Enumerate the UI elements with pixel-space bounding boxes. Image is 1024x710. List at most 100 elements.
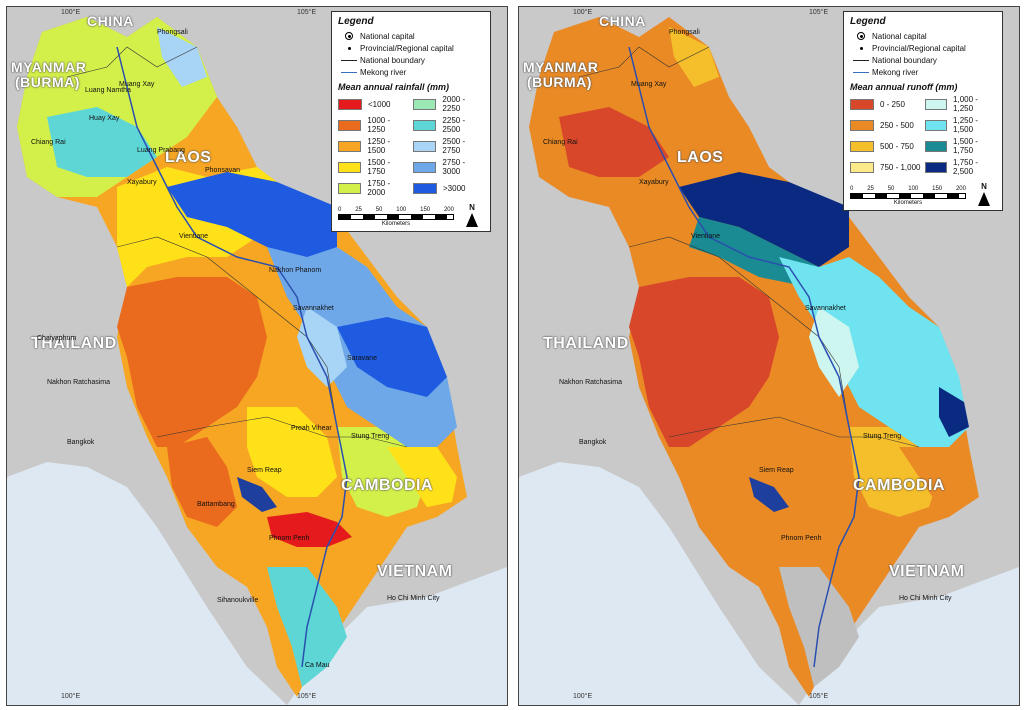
boundary-line-icon (853, 59, 869, 61)
legend-class-label: 750 - 1,000 (880, 162, 921, 172)
national-boundaries (578, 46, 920, 448)
legend-row-mekong-river: Mekong river (338, 66, 484, 78)
legend-class-label: 500 - 750 (880, 141, 914, 151)
country-label-cambodia: CAMBODIA (853, 477, 945, 494)
graticule-105e-top: 105°E (297, 9, 317, 16)
provincial-capital-icon (859, 46, 863, 50)
legend-swatch (413, 119, 437, 131)
legend-swatch (338, 182, 362, 194)
legend-class-label: <1000 (368, 99, 391, 109)
legend-row-national-boundary: National boundary (850, 54, 996, 66)
country-label-laos: LAOS (677, 149, 724, 166)
legend-class-item: 1,500 - 1,750 (925, 137, 996, 155)
place-label: Vientiane (691, 233, 721, 240)
place-label: Phongsali (669, 29, 700, 36)
rainfall-map-panel: CHINA MYANMAR (BURMA) LAOS THAILAND CAMB… (6, 6, 508, 706)
legend-class-label: 2500 - 2750 (442, 137, 466, 155)
scale-unit: Kilometers (381, 221, 411, 227)
provincial-capital-icon (347, 46, 351, 50)
legend-swatch (925, 140, 948, 152)
legend-swatch (338, 161, 362, 173)
legend-title: Legend (338, 16, 374, 27)
scale-tick-label: 150 (420, 207, 431, 213)
legend-swatch (925, 161, 948, 173)
legend-class-item: 250 - 500 (850, 116, 921, 134)
place-label: Phonsavan (205, 167, 241, 174)
north-arrow-icon: N (972, 182, 996, 206)
legend-swatch (413, 98, 437, 110)
place-label: Phongsali (157, 29, 188, 36)
legend-swatch (850, 98, 874, 110)
place-label: Bangkok (67, 439, 95, 446)
legend-class-item: >3000 (413, 179, 484, 197)
place-label: Preah Vihear (291, 425, 332, 432)
place-label: Sihanoukville (217, 597, 259, 604)
runoff-map-panel: CHINA MYANMAR (BURMA) LAOS THAILAND CAMB… (518, 6, 1020, 706)
scale-tick-label: 200 (443, 207, 454, 213)
scale-tick-label: 50 (375, 207, 383, 213)
country-label-myanmar: MYANMAR (523, 59, 599, 75)
place-label: Phnom Penh (781, 535, 822, 542)
place-label: Chiang Rai (31, 139, 66, 146)
place-label: Savannakhet (805, 305, 846, 312)
scale-tick-label: 200 (955, 186, 966, 192)
legend-class-title: Mean annual rainfall (mm) (338, 82, 450, 92)
legend-row-provincial-capital: Provincial/Regional capital (338, 42, 484, 54)
legend-class-item: 1,250 - 1,500 (925, 116, 996, 134)
scale-tick-label: 100 (396, 207, 407, 213)
legend-swatch (338, 98, 362, 110)
legend-swatch (850, 161, 874, 173)
sea-east (287, 567, 507, 705)
graticule-100e-bottom: 100°E (573, 693, 593, 700)
place-label: Nakhon Ratchasima (559, 379, 623, 386)
scale-ticks: 0 25 50 100 150 200 (850, 186, 966, 192)
legend-class-item: 1,750 - 2,500 (925, 158, 996, 176)
country-label-vietnam: VIETNAM (377, 563, 453, 580)
place-label: Xayabury (639, 179, 669, 186)
country-label-burma: (BURMA) (15, 74, 80, 90)
river-line-icon (341, 71, 357, 73)
sea-gulf (519, 462, 799, 705)
legend-swatch (413, 140, 437, 152)
graticule-105e-bottom: 105°E (297, 693, 317, 700)
legend-class-item: 2250 - 2500 (413, 116, 484, 134)
scale-tick-label: 25 (355, 207, 362, 213)
place-label: Vientiane (179, 233, 209, 240)
river-line-icon (853, 71, 869, 73)
legend-box: Legend National capital Provincial/Regio… (843, 11, 1003, 211)
graticule-105e-top: 105°E (809, 9, 829, 16)
graticule-100e-top: 100°E (61, 9, 81, 16)
legend-class-item: 1750 - 2000 (338, 179, 409, 197)
place-label: Battambang (197, 501, 235, 508)
legend-class-label: 2250 - 2500 (442, 116, 466, 134)
place-label: Siem Reap (759, 467, 794, 474)
legend-swatch (413, 182, 437, 194)
scale-tick-label: 0 (338, 207, 342, 213)
scale-tick-label: 150 (932, 186, 943, 192)
legend-class-label: 1,500 - 1,750 (953, 137, 978, 155)
legend-class-label: 2000 - 2250 (442, 95, 466, 113)
legend-class-title: Mean annual runoff (mm) (850, 82, 958, 92)
legend-row-national-capital: National capital (850, 30, 996, 42)
legend-class-item: 750 - 1,000 (850, 158, 921, 176)
scale-tick-label: 25 (867, 186, 874, 192)
legend-class-label: 1750 - 2000 (367, 179, 391, 197)
place-label: Stung Treng (863, 433, 902, 440)
legend-swatch (338, 140, 362, 152)
country-label-vietnam: VIETNAM (889, 563, 965, 580)
legend-class-label: 1250 - 1500 (367, 137, 391, 155)
country-label-china: CHINA (599, 13, 646, 29)
legend-class-item: 2750 - 3000 (413, 158, 484, 176)
country-label-china: CHINA (87, 13, 134, 29)
national-boundaries (66, 46, 408, 448)
rainfall-zones (17, 17, 467, 697)
graticule-100e-top: 100°E (573, 9, 593, 16)
legend-class-item: 500 - 750 (850, 137, 921, 155)
legend-class-item: 1250 - 1500 (338, 137, 409, 155)
scale-bar: 0 25 50 100 150 200 Kilometers N (850, 182, 996, 206)
legend-swatch (925, 119, 948, 131)
legend-swatch (413, 161, 437, 173)
legend-class-item: 1500 - 1750 (338, 158, 409, 176)
legend-class-grid: 0 - 250 1,000 - 1,250 250 - 500 1,250 - 1,5… (850, 95, 996, 176)
place-label: Nakhon Phanom (269, 267, 322, 274)
